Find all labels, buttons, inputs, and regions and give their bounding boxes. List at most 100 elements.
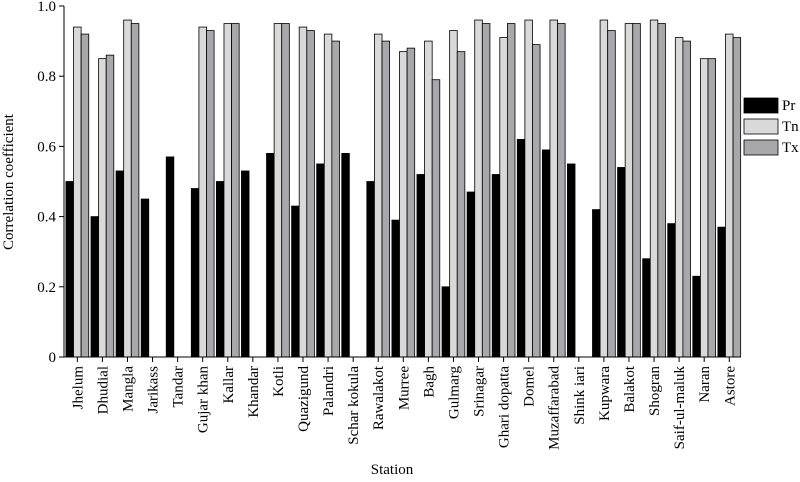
bar-tx: [130, 23, 140, 358]
y-tick-label: 0.8: [37, 69, 56, 85]
bar-tx: [732, 37, 742, 358]
x-tick-label: Jhelum: [70, 366, 86, 410]
bar-tx: [206, 30, 215, 358]
bar-tn: [273, 23, 283, 358]
x-tick-label: Mangla: [120, 366, 136, 412]
x-tick-label: Kupwara: [597, 366, 613, 421]
bar-tn: [73, 26, 82, 358]
x-tick-label: Palandri: [321, 366, 337, 416]
bar-tx: [481, 23, 491, 358]
bar-pr: [341, 153, 350, 358]
bar-tn: [649, 19, 659, 358]
bar-tx: [532, 44, 541, 358]
bar-tn: [298, 26, 308, 358]
x-tick-label: Astore: [722, 366, 738, 406]
x-tick-label: Rawalakot: [371, 365, 387, 430]
bar-tn: [499, 37, 508, 358]
bar-tn: [725, 33, 734, 358]
bar-pr: [90, 216, 100, 358]
bars-layer: [65, 19, 742, 358]
bar-tx: [431, 79, 441, 358]
bar-pr: [516, 138, 526, 358]
bar-tx: [707, 58, 716, 358]
bar-tx: [456, 51, 466, 358]
y-axis-label: Correlation coefficient: [1, 113, 17, 250]
bar-pr: [165, 156, 175, 358]
bar-tn: [198, 26, 207, 358]
x-tick-label: Gulmarg: [446, 366, 462, 420]
bar-pr: [592, 209, 601, 358]
bar-pr: [541, 149, 551, 358]
bar-tx: [406, 47, 416, 358]
bar-pr: [316, 163, 325, 358]
bar-tx: [607, 30, 616, 358]
bar-tn: [549, 19, 558, 358]
x-axis-ticks: Jhelum Dhudial Mangla Jarikass Tandar Gujar k…: [70, 357, 738, 450]
x-tick-label: Saif-ul-maluk: [672, 366, 688, 450]
bar-tn: [399, 51, 408, 358]
bar-pr: [667, 223, 676, 358]
x-tick-label: Naran: [697, 366, 713, 403]
x-tick-label: Dhudial: [95, 366, 111, 414]
bar-tx: [105, 54, 115, 358]
bar-tx: [281, 23, 290, 358]
bar-tn: [524, 19, 533, 358]
y-tick-label: 0.4: [37, 210, 56, 226]
bar-pr: [65, 181, 74, 358]
x-tick-label: Srinagar: [472, 366, 488, 417]
bar-pr: [266, 153, 275, 358]
bar-tn: [674, 37, 684, 358]
legend-swatch-tn: [743, 118, 779, 135]
bar-tn: [98, 58, 107, 358]
bar-tx: [506, 23, 516, 358]
y-axis-ticks: 0 0.2 0.4 0.6 0.8 1.0: [37, 0, 64, 366]
bar-tx: [682, 40, 691, 358]
bar-tn: [123, 19, 132, 358]
x-tick-label: Muzaffarabad: [547, 366, 563, 450]
bar-pr: [391, 219, 400, 358]
bar-pr: [366, 181, 375, 358]
legend-label-tn: Tn: [782, 119, 799, 135]
legend: Pr Tn Tx: [743, 97, 799, 156]
bar-pr: [491, 174, 501, 358]
bar-pr: [241, 170, 250, 358]
x-tick-label: Schar kokula: [346, 366, 362, 445]
bar-tx: [657, 23, 666, 358]
bar-tn: [699, 58, 709, 358]
bar-tn: [474, 19, 483, 358]
bar-pr: [291, 205, 300, 358]
x-tick-label: Murree: [396, 366, 412, 410]
bar-tx: [80, 33, 90, 358]
x-axis-label: Station: [371, 462, 414, 478]
legend-label-tx: Tx: [782, 140, 799, 156]
bar-pr: [115, 170, 125, 358]
x-tick-label: Bagh: [421, 366, 437, 398]
bar-pr: [215, 181, 225, 358]
y-tick-label: 0: [49, 350, 57, 366]
bar-tx: [557, 23, 566, 358]
x-tick-label: Shogran: [647, 366, 663, 416]
bar-tx: [331, 40, 340, 358]
x-tick-label: Kallar: [221, 366, 237, 403]
legend-swatch-pr: [743, 97, 779, 114]
legend-swatch-tx: [743, 139, 779, 156]
bar-pr: [567, 163, 576, 358]
bar-tn: [599, 19, 609, 358]
x-tick-label: Kotli: [271, 366, 287, 397]
bar-tx: [231, 23, 240, 358]
bar-pr: [140, 198, 150, 358]
bar-pr: [441, 286, 451, 358]
x-tick-label: Ghari dopatta: [497, 366, 513, 448]
bar-tn: [449, 30, 458, 358]
bar-pr: [692, 275, 701, 358]
x-tick-label: Gujar khan: [196, 366, 212, 434]
bar-pr: [717, 226, 726, 358]
bar-pr: [466, 191, 476, 358]
legend-label-pr: Pr: [782, 98, 795, 114]
bar-tn: [424, 40, 433, 358]
y-tick-label: 1.0: [37, 0, 56, 15]
bar-pr: [642, 258, 651, 358]
bar-tx: [306, 30, 315, 358]
y-tick-label: 0.2: [37, 280, 56, 296]
